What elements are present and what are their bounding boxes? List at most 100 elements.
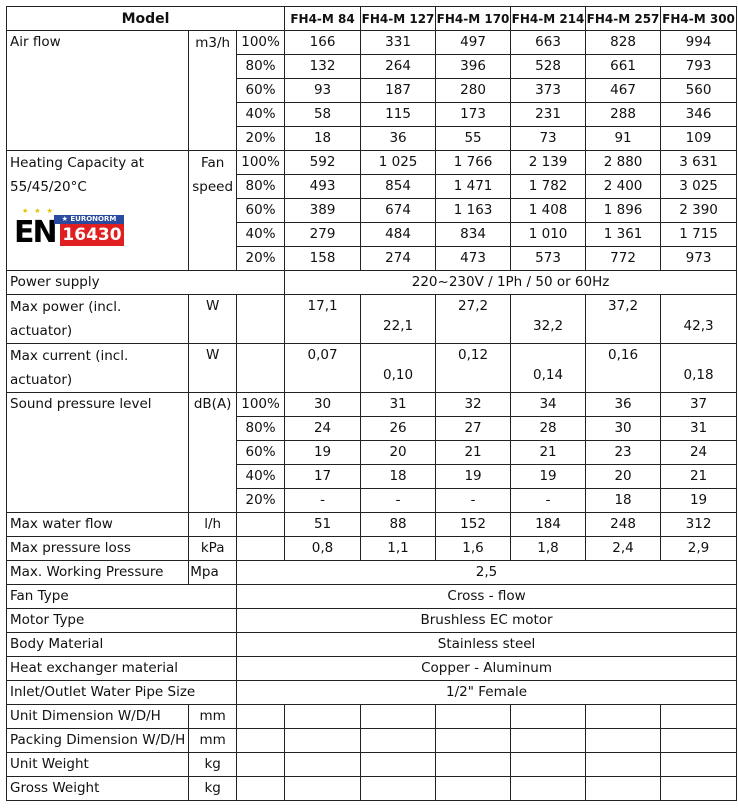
- model-column-header: FH4-M 127: [360, 6, 437, 31]
- value-cell: 473: [435, 246, 512, 271]
- speed-percent: 20%: [236, 488, 286, 513]
- row-label: Max. Working Pressure: [5, 560, 190, 585]
- value-cell: 32,2: [510, 294, 587, 344]
- row-label: Heating Capacity at 55/45/20°C ★★★ EN ★ EU…: [5, 150, 190, 271]
- value-cell: 2,4: [585, 536, 662, 561]
- empty-cell: [510, 776, 587, 801]
- value-cell: 2,9: [660, 536, 738, 561]
- value-cell: 573: [510, 246, 587, 271]
- value-cell: 32: [435, 392, 512, 417]
- air_flow-row: 40% 58 115 173 231 288 346: [7, 102, 738, 127]
- value-cell: 109: [660, 126, 738, 151]
- speed-percent: 80%: [236, 54, 286, 79]
- empty-cell: [236, 752, 286, 777]
- value-cell: 18: [284, 126, 362, 151]
- value-cell: 17: [284, 464, 362, 489]
- value-cell: 1 896: [585, 198, 662, 223]
- value-cell: 17,1: [284, 294, 362, 344]
- value-cell: 2,5: [236, 560, 738, 585]
- value-cell: 34: [510, 392, 587, 417]
- value-cell: 0,18: [660, 343, 738, 393]
- empty-cell: [360, 704, 437, 729]
- empty-cell: [284, 752, 362, 777]
- value-cell: 346: [660, 102, 738, 127]
- value-cell: 42,3: [660, 294, 738, 344]
- sound-row: 60% 19 20 21 21 23 24: [7, 440, 738, 465]
- value-cell: 26: [360, 416, 437, 441]
- value-cell: Cross - flow: [236, 584, 738, 609]
- value-cell: 21: [510, 440, 587, 465]
- power-supply-row: Power supply 220~230V / 1Ph / 50 or 60Hz: [5, 270, 738, 295]
- value-cell: 20: [360, 440, 437, 465]
- row-label: Max water flow: [5, 512, 190, 537]
- row-label: Body Material: [5, 632, 238, 657]
- value-cell: 497: [435, 30, 512, 55]
- speed-percent: 40%: [236, 222, 286, 247]
- speed-percent: 60%: [236, 78, 286, 103]
- unit-cell: Fan speed: [188, 150, 238, 271]
- value-cell: 674: [360, 198, 437, 223]
- row-label: Motor Type: [5, 608, 238, 633]
- value-cell: 1/2" Female: [236, 680, 738, 705]
- value-cell: 37: [660, 392, 738, 417]
- empty-cell: [435, 728, 512, 753]
- value-cell: 166: [284, 30, 362, 55]
- value-cell: 279: [284, 222, 362, 247]
- value-cell: 467: [585, 78, 662, 103]
- value-cell: 2 390: [660, 198, 738, 223]
- header-row: Model FH4-M 84 FH4-M 127 FH4-M 170 FH4-M 214…: [5, 6, 738, 31]
- value-cell: 493: [284, 174, 362, 199]
- spec-table: Model FH4-M 84 FH4-M 127 FH4-M 170 FH4-M 214…: [5, 6, 738, 801]
- heating-row: 20% 158 274 473 573 772 973: [7, 246, 738, 271]
- empty-cell: [360, 728, 437, 753]
- max_water_flow-row: Max water flow l/h 51 88 152 184 248 312: [5, 512, 738, 537]
- value-cell: 389: [284, 198, 362, 223]
- value-cell: 24: [660, 440, 738, 465]
- unit-cell: kg: [188, 752, 238, 777]
- max_power-row: Max power (incl. actuator) W 17,1 22,1 27,2 3…: [5, 294, 738, 344]
- value-cell: 1 782: [510, 174, 587, 199]
- speed-percent: 40%: [236, 464, 286, 489]
- value-cell: 19: [284, 440, 362, 465]
- value-cell: 0,8: [284, 536, 362, 561]
- value-cell: 1 010: [510, 222, 587, 247]
- unit-cell: l/h: [188, 512, 238, 537]
- empty-cell: [510, 752, 587, 777]
- speed-percent: 60%: [236, 440, 286, 465]
- value-cell: 115: [360, 102, 437, 127]
- value-cell: 592: [284, 150, 362, 175]
- value-cell: 2 880: [585, 150, 662, 175]
- value-cell: 231: [510, 102, 587, 127]
- value-cell: 27: [435, 416, 512, 441]
- max_current-row: Max current (incl. actuator) W 0,07 0,10 0,1…: [5, 343, 738, 393]
- air_flow-row: Air flow m3/h 100% 166 331 497 663 828 994: [5, 30, 738, 151]
- value-cell: 31: [660, 416, 738, 441]
- empty-cell: [284, 704, 362, 729]
- value-cell: Copper - Aluminum: [236, 656, 738, 681]
- model-column-header: FH4-M 84: [284, 6, 362, 31]
- heating-label: Heating Capacity at 55/45/20°C: [10, 155, 145, 195]
- empty-cell: [510, 704, 587, 729]
- speed-percent: 100%: [236, 150, 286, 175]
- value-cell: 373: [510, 78, 587, 103]
- speed-percent: 100%: [236, 30, 286, 55]
- row-label: Power supply: [5, 270, 286, 295]
- value-cell: 18: [360, 464, 437, 489]
- value-cell: 152: [435, 512, 512, 537]
- unit-cell: kg: [188, 776, 238, 801]
- empty-cell: [660, 752, 738, 777]
- value-cell: Brushless EC motor: [236, 608, 738, 633]
- value-cell: 793: [660, 54, 738, 79]
- max_pressure_loss-row: Max pressure loss kPa 0,8 1,1 1,6 1,8 2,4 2,9: [5, 536, 738, 561]
- value-cell: 3 631: [660, 150, 738, 175]
- value-cell: 0,16: [585, 343, 662, 393]
- speed-percent: 60%: [236, 198, 286, 223]
- dimension-row: Gross Weight kg: [5, 776, 738, 801]
- unit-cell: mm: [188, 704, 238, 729]
- row-label: Fan Type: [5, 584, 238, 609]
- row-label: Max current (incl. actuator): [5, 343, 190, 393]
- value-cell: 994: [660, 30, 738, 55]
- value-cell: 18: [585, 488, 662, 513]
- value-cell: 220~230V / 1Ph / 50 or 60Hz: [284, 270, 738, 295]
- dimension-row: Unit Dimension W/D/H mm: [5, 704, 738, 729]
